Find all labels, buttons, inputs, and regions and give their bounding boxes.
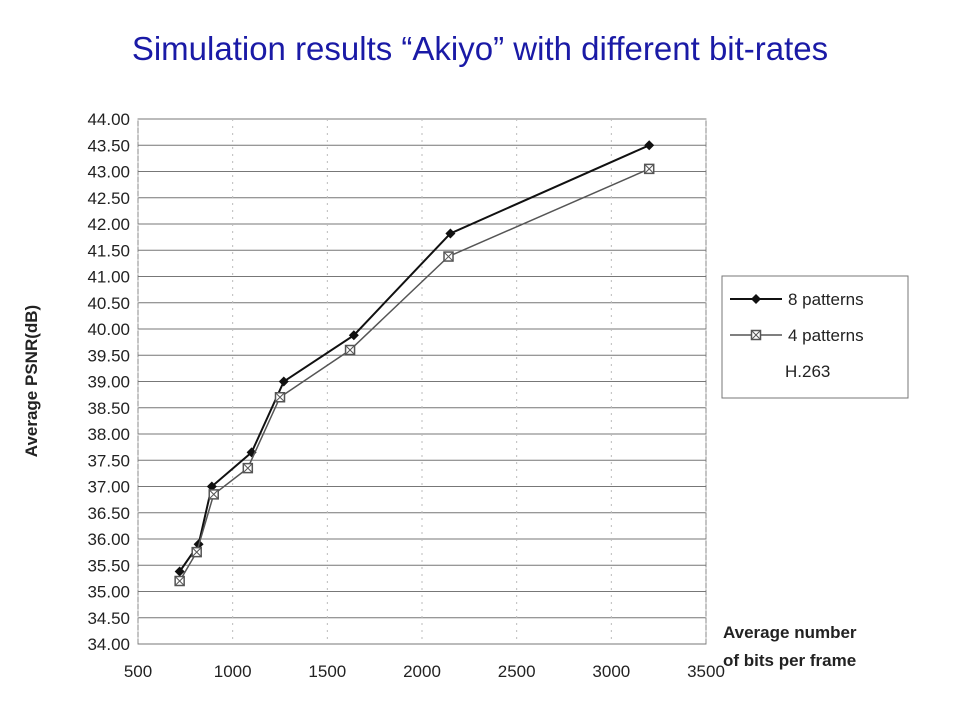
y-tick-label: 41.00 bbox=[87, 268, 130, 287]
data-point-hatch bbox=[191, 547, 202, 557]
legend-marker-hatch bbox=[751, 330, 761, 340]
data-point-hatch bbox=[208, 489, 219, 500]
x-tick-label: 1500 bbox=[308, 662, 346, 681]
slide-title: Simulation results “Akiyo” with differen… bbox=[131, 30, 829, 67]
x-axis-title-line-1: Average number bbox=[723, 623, 857, 642]
y-tick-label: 42.00 bbox=[87, 215, 130, 234]
data-point-hatch bbox=[644, 164, 655, 174]
y-axis-title: Average PSNR(dB) bbox=[22, 305, 41, 457]
series-line bbox=[178, 144, 650, 573]
x-tick-label: 500 bbox=[124, 662, 152, 681]
data-point-hatch bbox=[242, 463, 253, 473]
data-point-hatch bbox=[345, 345, 355, 355]
series-line bbox=[179, 168, 650, 582]
series-group bbox=[174, 140, 655, 587]
legend-label: 8 patterns bbox=[788, 290, 864, 309]
data-point-hatch bbox=[174, 576, 185, 586]
x-tick-label: 2000 bbox=[403, 662, 441, 681]
y-tick-label: 38.00 bbox=[87, 425, 130, 444]
y-tick-label: 39.50 bbox=[87, 346, 130, 365]
y-tick-label: 36.00 bbox=[87, 530, 130, 549]
data-point bbox=[174, 566, 185, 577]
x-tick-labels: 500 1000 1500 2000 2500 3000 3500 bbox=[124, 662, 725, 681]
x-tick-label: 2500 bbox=[498, 662, 536, 681]
y-tick-label: 40.00 bbox=[87, 320, 130, 339]
y-tick-label: 44.00 bbox=[87, 110, 130, 129]
y-tick-label: 37.00 bbox=[87, 478, 130, 497]
legend: 8 patterns 4 patterns H.263 bbox=[721, 275, 909, 399]
y-tick-label: 34.00 bbox=[87, 635, 130, 654]
data-point bbox=[278, 376, 289, 387]
series-8-patterns bbox=[174, 140, 655, 577]
legend-marker bbox=[751, 294, 761, 304]
data-point-hatch bbox=[443, 251, 454, 262]
y-tick-label: 37.50 bbox=[87, 451, 130, 470]
y-tick-label: 35.50 bbox=[87, 556, 130, 575]
x-tick-label: 3000 bbox=[592, 662, 630, 681]
x-axis-title-line-2: of bits per frame bbox=[723, 651, 856, 670]
grid-lines bbox=[137, 118, 707, 645]
y-tick-label: 36.50 bbox=[87, 504, 130, 523]
y-tick-label: 34.50 bbox=[87, 609, 130, 628]
data-point bbox=[206, 481, 217, 492]
data-point bbox=[644, 140, 655, 151]
y-tick-label: 42.50 bbox=[87, 189, 130, 208]
y-tick-label: 43.50 bbox=[87, 136, 130, 155]
x-tick-label: 3500 bbox=[687, 662, 725, 681]
x-tick-label: 1000 bbox=[214, 662, 252, 681]
y-tick-label: 35.00 bbox=[87, 583, 130, 602]
y-tick-label: 38.50 bbox=[87, 399, 130, 418]
data-point bbox=[445, 228, 456, 239]
data-point bbox=[348, 330, 359, 341]
y-tick-label: 41.50 bbox=[87, 241, 130, 260]
series-4-patterns bbox=[174, 163, 655, 587]
y-tick-label: 40.50 bbox=[87, 294, 130, 313]
legend-label: H.263 bbox=[785, 362, 830, 381]
y-tick-labels: 34.00 34.50 35.00 35.50 36.00 36.50 37.00 37.50… bbox=[87, 110, 130, 654]
y-tick-label: 39.00 bbox=[87, 373, 130, 392]
y-tick-label: 43.00 bbox=[87, 163, 130, 182]
data-point-hatch bbox=[275, 392, 285, 403]
legend-label: 4 patterns bbox=[788, 326, 864, 345]
